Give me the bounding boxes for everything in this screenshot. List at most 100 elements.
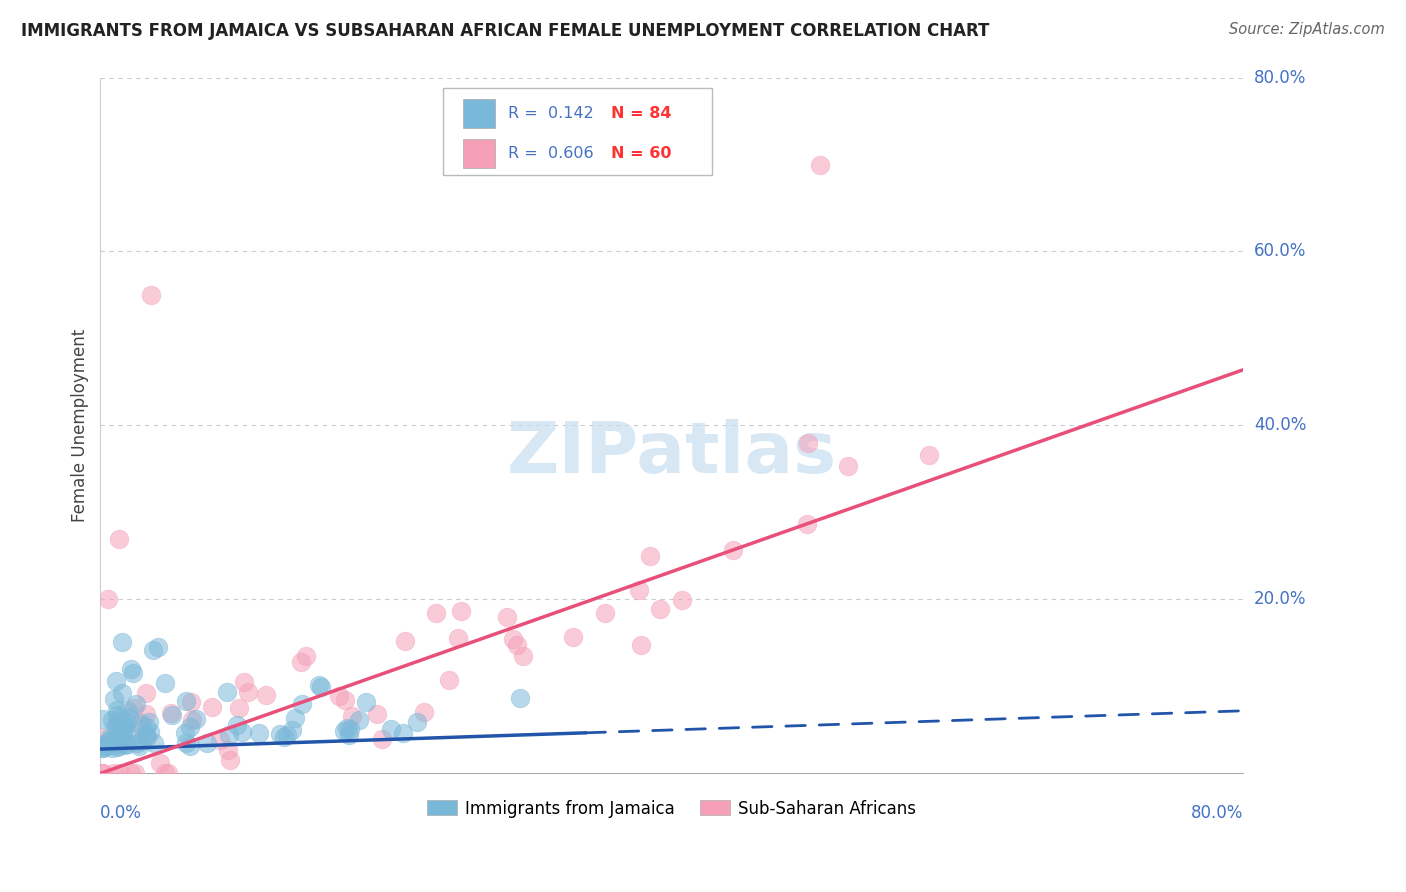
Text: R =  0.606: R = 0.606: [509, 146, 593, 161]
Point: [97, 734, 120, 748]
Point: [117, 737, 139, 751]
Point: [405, 714, 427, 729]
Point: [96, 739, 118, 754]
Point: [111, 686, 134, 700]
Point: [135, 707, 157, 722]
Point: [97, 733, 120, 747]
Text: N = 84: N = 84: [612, 106, 672, 121]
Point: [180, 695, 202, 709]
Point: [139, 725, 162, 739]
Point: [215, 685, 238, 699]
Point: [125, 697, 148, 711]
Point: [125, 736, 148, 750]
Point: [290, 655, 312, 669]
Point: [155, 676, 177, 690]
Point: [115, 725, 138, 739]
Point: [129, 734, 152, 748]
Point: [101, 734, 124, 748]
Point: [394, 634, 416, 648]
Point: [90, 731, 112, 745]
Point: [93, 765, 115, 780]
Text: 0.0%: 0.0%: [100, 804, 142, 822]
Point: [236, 684, 259, 698]
Point: [593, 606, 616, 620]
Point: [107, 723, 129, 738]
Point: [114, 722, 136, 736]
Point: [347, 713, 370, 727]
Text: 80.0%: 80.0%: [1254, 69, 1306, 87]
Point: [723, 542, 745, 557]
Point: [90, 741, 112, 756]
Point: [174, 736, 197, 750]
Point: [450, 604, 472, 618]
Point: [366, 706, 388, 721]
Point: [135, 730, 157, 744]
Point: [124, 765, 146, 780]
Text: R =  0.142: R = 0.142: [509, 106, 595, 121]
Point: [94, 738, 117, 752]
Point: [281, 723, 304, 737]
Point: [218, 728, 240, 742]
Point: [103, 765, 125, 780]
Point: [91, 765, 114, 780]
Point: [174, 694, 197, 708]
Point: [122, 666, 145, 681]
Point: [100, 741, 122, 756]
Point: [392, 726, 415, 740]
Point: [111, 634, 134, 648]
Text: IMMIGRANTS FROM JAMAICA VS SUBSAHARAN AFRICAN FEMALE UNEMPLOYMENT CORRELATION CH: IMMIGRANTS FROM JAMAICA VS SUBSAHARAN AF…: [21, 22, 990, 40]
Point: [447, 631, 470, 645]
Point: [371, 731, 394, 746]
Point: [269, 727, 291, 741]
Point: [225, 718, 247, 732]
Point: [337, 728, 360, 742]
Legend: Immigrants from Jamaica, Sub-Saharan Africans: Immigrants from Jamaica, Sub-Saharan Afr…: [420, 793, 924, 824]
Point: [153, 765, 176, 780]
Point: [174, 725, 197, 739]
Point: [110, 722, 132, 736]
Point: [120, 765, 142, 780]
Point: [135, 720, 157, 734]
Point: [108, 734, 131, 748]
Point: [671, 593, 693, 607]
Text: 60.0%: 60.0%: [1254, 243, 1306, 260]
Point: [218, 753, 240, 767]
Point: [496, 610, 519, 624]
Point: [143, 736, 166, 750]
Point: [114, 738, 136, 752]
Text: 20.0%: 20.0%: [1254, 591, 1306, 608]
Point: [142, 643, 165, 657]
Point: [509, 690, 531, 705]
Point: [138, 715, 160, 730]
Point: [135, 686, 157, 700]
Text: Source: ZipAtlas.com: Source: ZipAtlas.com: [1229, 22, 1385, 37]
Point: [233, 674, 256, 689]
Point: [796, 517, 818, 532]
Point: [308, 678, 330, 692]
Point: [128, 739, 150, 754]
Point: [184, 712, 207, 726]
Point: [354, 695, 377, 709]
Point: [380, 723, 402, 737]
Point: [295, 649, 318, 664]
Point: [228, 701, 250, 715]
Point: [502, 632, 524, 646]
Point: [135, 727, 157, 741]
Point: [837, 458, 859, 473]
Point: [648, 601, 671, 615]
Point: [437, 673, 460, 687]
Point: [104, 673, 127, 688]
Point: [120, 662, 142, 676]
Point: [111, 725, 134, 739]
Point: [129, 719, 152, 733]
Point: [339, 722, 361, 736]
Point: [336, 721, 359, 735]
Point: [217, 743, 239, 757]
Point: [506, 638, 529, 652]
Point: [128, 716, 150, 731]
Point: [328, 689, 350, 703]
Point: [413, 705, 436, 719]
Point: [141, 288, 163, 302]
Point: [208, 733, 231, 747]
Point: [638, 549, 661, 563]
